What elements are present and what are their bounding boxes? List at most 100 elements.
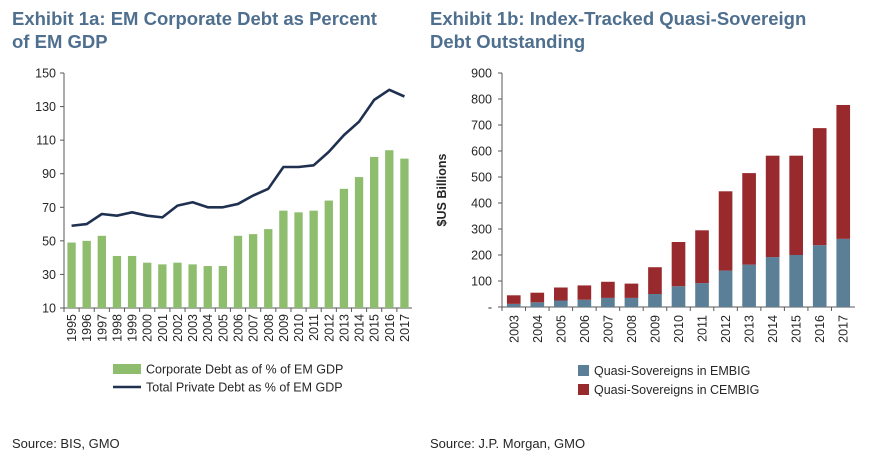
x-tick-label: 1997 xyxy=(95,314,109,342)
cembig-bar xyxy=(812,128,827,246)
embig-bar xyxy=(765,257,780,307)
y-tick-label: 800 xyxy=(471,93,492,107)
cembig-bar xyxy=(742,173,756,265)
cembig-bar xyxy=(695,230,709,284)
cembig-bar xyxy=(530,292,545,303)
x-tick-label: 2011 xyxy=(307,314,321,341)
x-tick-label: 2009 xyxy=(277,314,291,342)
corporate-debt-bar xyxy=(400,158,409,308)
legend-label-total-private-debt: Total Private Debt as % of EM GDP xyxy=(146,381,343,395)
x-tick-label: 2001 xyxy=(156,314,170,342)
y-tick-label: 50 xyxy=(42,234,56,248)
x-tick-label: 2005 xyxy=(554,315,568,343)
cembig-bar xyxy=(506,295,521,304)
corporate-debt-bar xyxy=(233,235,243,308)
embig-bar xyxy=(506,303,521,307)
y-tick-label: 100 xyxy=(471,275,492,289)
cembig-bar xyxy=(577,285,592,300)
y-tick-label: 110 xyxy=(36,134,56,148)
y-tick-label: 200 xyxy=(471,249,492,263)
corporate-debt-bar xyxy=(370,156,379,308)
x-tick-label: 1999 xyxy=(126,314,140,342)
embig-bar xyxy=(577,299,592,307)
x-tick-label: 2006 xyxy=(232,314,246,342)
y-tick-label: 300 xyxy=(471,223,492,237)
x-tick-label: 2008 xyxy=(262,314,276,342)
embig-bar xyxy=(718,270,733,307)
x-tick-label: 2012 xyxy=(322,314,336,342)
x-tick-label: 2014 xyxy=(353,314,367,342)
corporate-debt-bar xyxy=(173,262,182,308)
x-tick-label: 1996 xyxy=(80,314,94,342)
corporate-debt-bar xyxy=(203,266,212,308)
exhibit-a-source: Source: BIS, GMO xyxy=(12,436,120,451)
corporate-debt-bar xyxy=(324,200,333,308)
y-tick-label: 700 xyxy=(471,119,492,133)
cembig-bar xyxy=(718,191,733,271)
total-private-debt-line xyxy=(71,88,405,228)
exhibit-a-title: Exhibit 1a: EM Corporate Debt as Percent… xyxy=(12,8,377,52)
corporate-debt-bar xyxy=(143,262,152,308)
y-tick-label: 400 xyxy=(471,197,492,211)
legend-label-embig: Quasi-Sovereigns in EMBIG xyxy=(594,364,750,378)
y-tick-label: 600 xyxy=(471,145,492,159)
x-tick-label: 2013 xyxy=(337,314,351,342)
embig-bar xyxy=(671,286,686,307)
x-tick-label: 2002 xyxy=(171,314,185,342)
x-tick-label: 2010 xyxy=(292,314,306,342)
embig-bar xyxy=(648,294,662,307)
legend-swatch-corporate-debt xyxy=(113,364,141,374)
corporate-debt-bar xyxy=(218,266,228,308)
x-tick-label: 2005 xyxy=(216,314,230,342)
embig-bar xyxy=(742,264,756,307)
x-tick-label: 2006 xyxy=(578,315,592,343)
embig-bar xyxy=(530,302,545,307)
x-tick-label: 2007 xyxy=(601,315,615,343)
corporate-debt-bar xyxy=(339,188,349,308)
x-tick-label: 2017 xyxy=(398,314,412,342)
y-tick-label: 130 xyxy=(35,100,56,114)
cembig-bar xyxy=(671,242,686,287)
y-tick-label: 150 xyxy=(35,67,56,81)
corporate-debt-bar xyxy=(67,242,76,308)
x-tick-label: 2008 xyxy=(625,315,639,343)
embig-bar xyxy=(789,255,803,307)
corporate-debt-bar xyxy=(97,235,106,308)
y-axis-title: $US Billions xyxy=(435,153,449,226)
x-tick-label: 2016 xyxy=(813,315,827,343)
y-tick-label: 10 xyxy=(42,302,56,316)
corporate-debt-bar xyxy=(127,255,137,308)
embig-bar xyxy=(695,283,709,307)
corporate-debt-bar xyxy=(82,240,91,308)
x-tick-label: 1995 xyxy=(65,314,79,342)
y-tick-label: - xyxy=(488,301,492,315)
x-tick-label: 2016 xyxy=(383,314,397,342)
cembig-bar xyxy=(624,283,639,298)
y-tick-label: 30 xyxy=(42,268,56,282)
y-tick-label: 900 xyxy=(471,67,492,81)
corporate-debt-bar xyxy=(264,229,273,308)
cembig-bar xyxy=(836,104,851,239)
x-tick-label: 2010 xyxy=(672,315,686,343)
legend-label-cembig: Quasi-Sovereigns in CEMBIG xyxy=(594,383,759,397)
corporate-debt-bar xyxy=(188,264,197,308)
x-tick-label: 1998 xyxy=(110,314,124,342)
corporate-debt-bar xyxy=(354,177,364,308)
cembig-bar xyxy=(648,267,662,294)
legend-swatch-cembig xyxy=(578,384,589,395)
cembig-bar xyxy=(554,287,568,301)
x-tick-label: 2013 xyxy=(743,315,757,343)
x-tick-label: 2009 xyxy=(648,315,662,343)
x-tick-label: 2007 xyxy=(247,314,261,342)
cembig-bar xyxy=(789,155,803,255)
corporate-debt-bar xyxy=(294,212,303,308)
x-tick-label: 2012 xyxy=(719,315,733,343)
x-tick-label: 2003 xyxy=(186,314,200,342)
x-tick-label: 2011 xyxy=(696,315,710,342)
corporate-debt-bar xyxy=(158,264,167,308)
embig-bar xyxy=(836,238,851,307)
cembig-bar xyxy=(765,155,780,258)
exhibit-b-source: Source: J.P. Morgan, GMO xyxy=(430,436,586,451)
corporate-debt-bar xyxy=(248,234,258,308)
